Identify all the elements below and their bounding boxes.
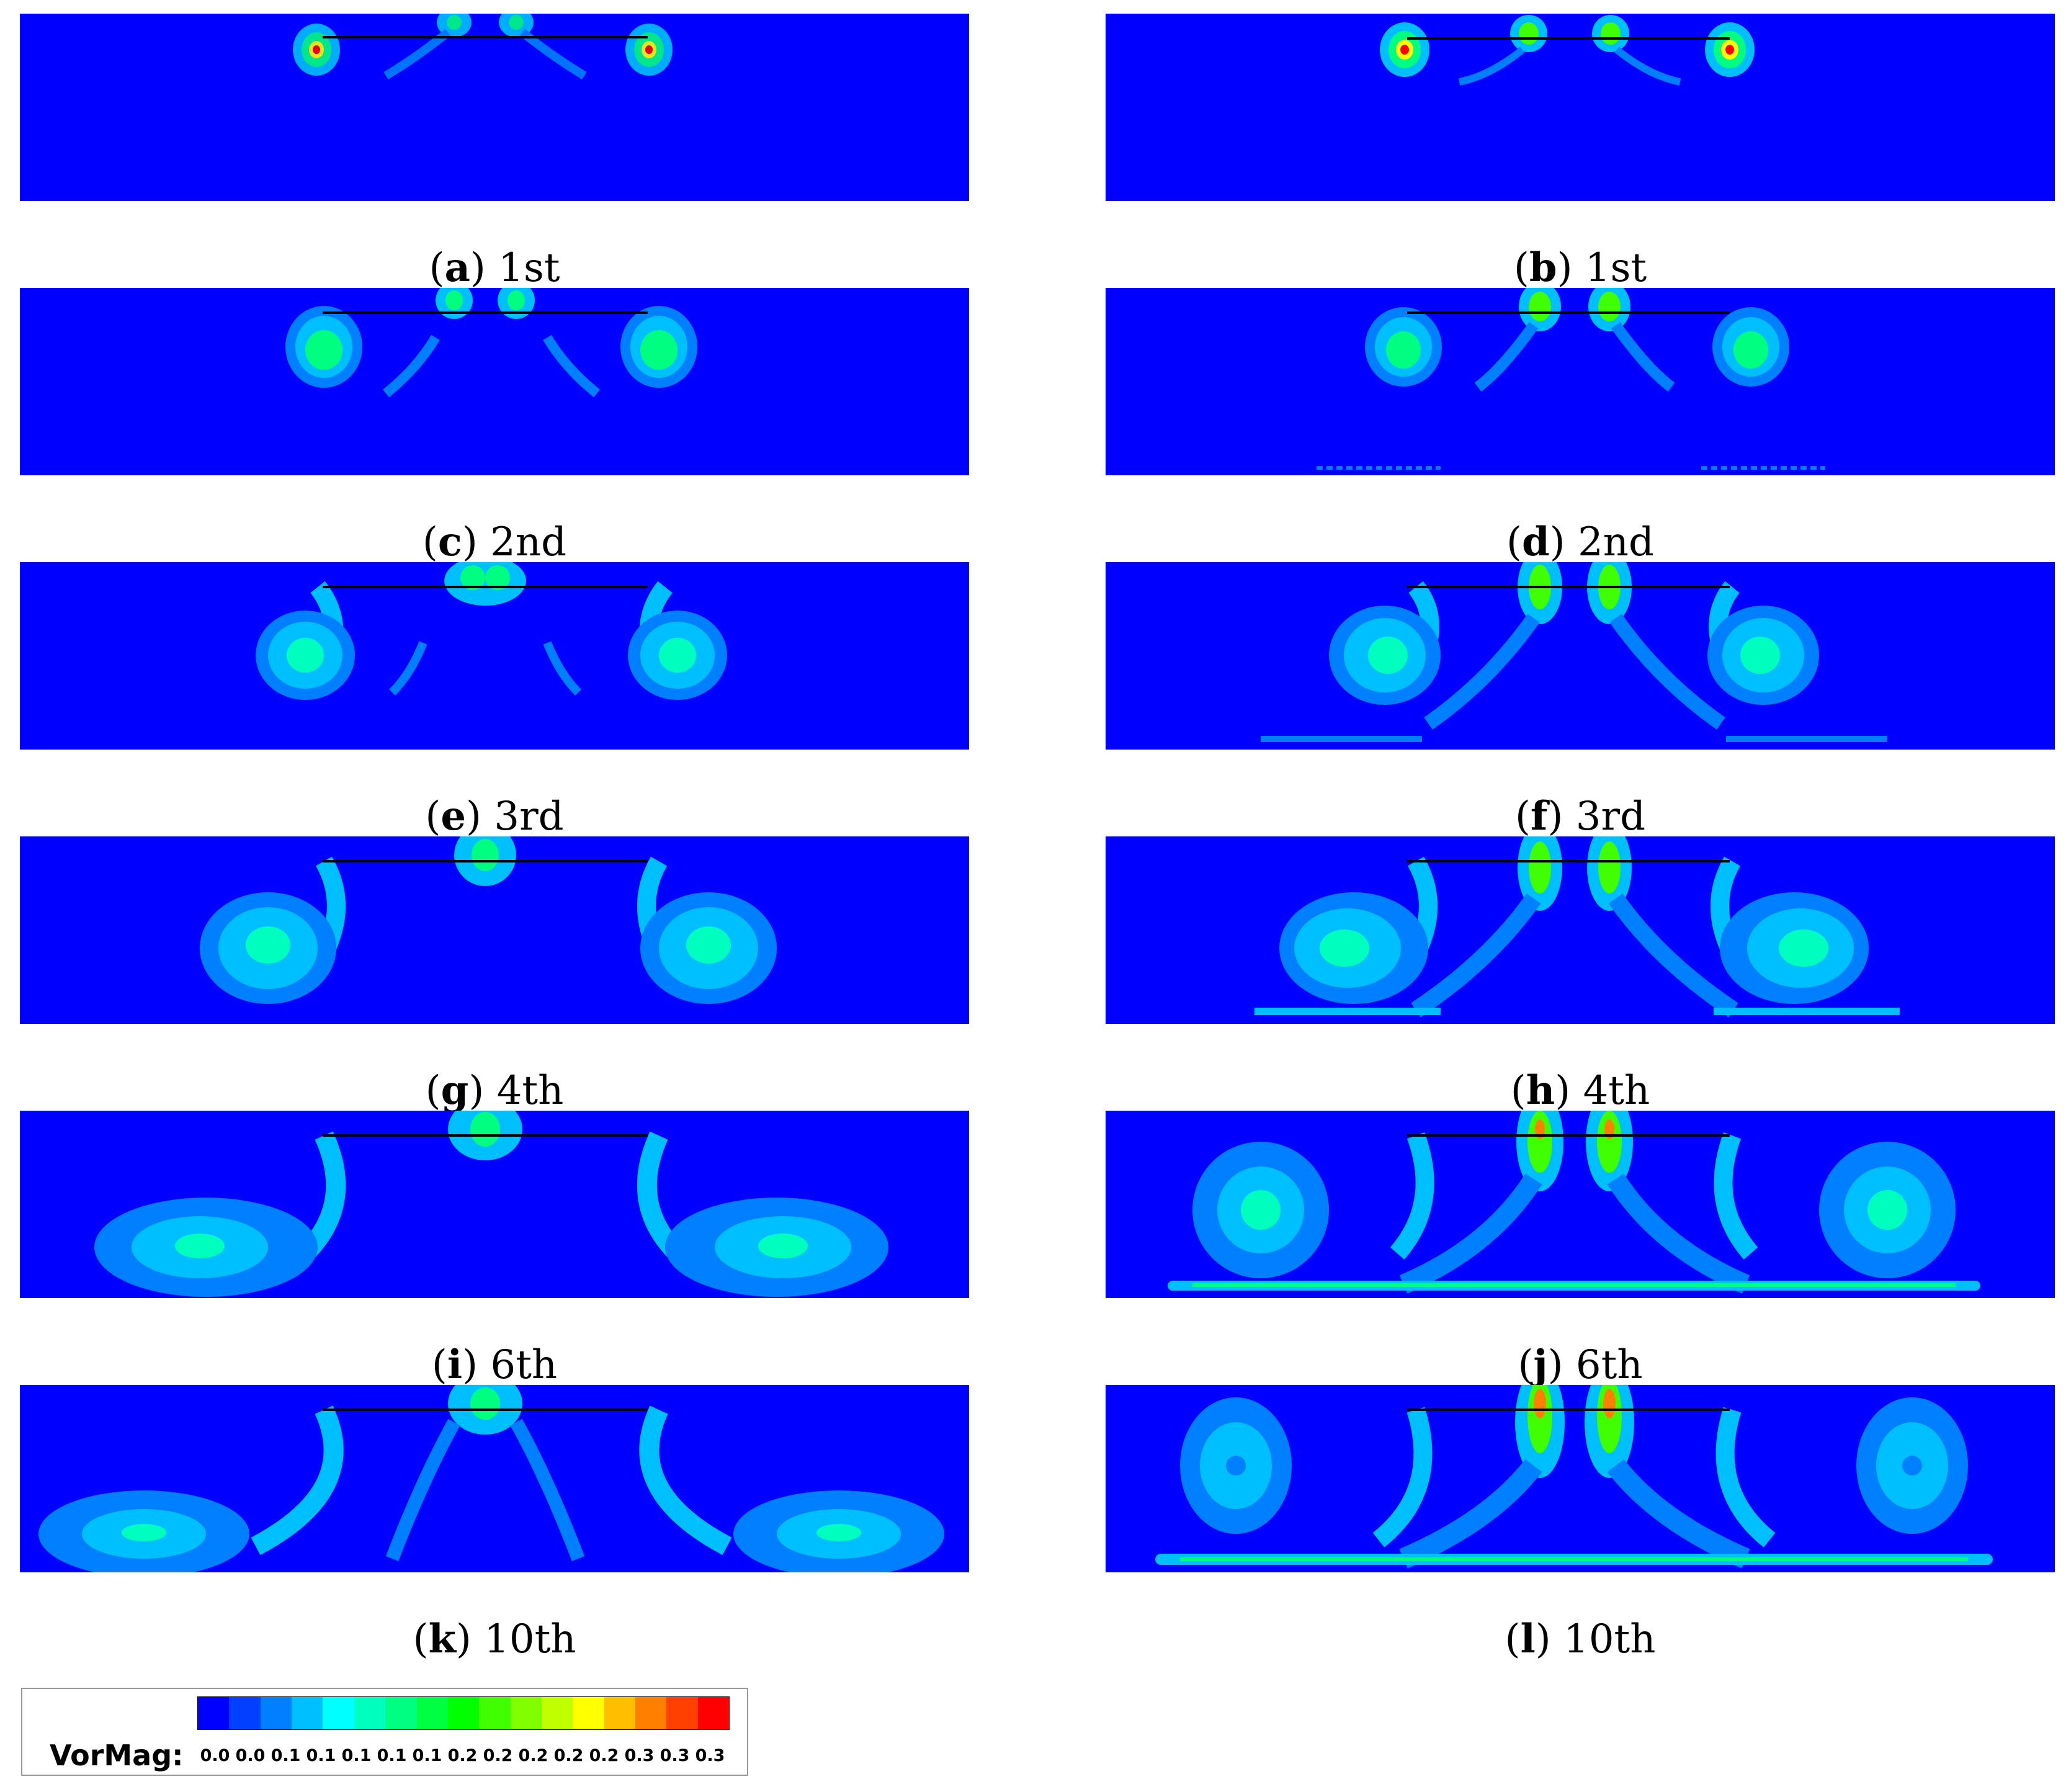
contour-panel-i: [20, 1111, 969, 1298]
caption-a: (a) 1st: [429, 244, 560, 291]
contour-panel-l: [1106, 1385, 2055, 1572]
colorbar-swatch: [385, 1697, 417, 1729]
colorbar-tick-label: 0.1: [412, 1746, 442, 1765]
colorbar-swatch: [229, 1697, 261, 1729]
colorbar-tick-label: 0.3: [624, 1746, 655, 1765]
contour-panel-g: [20, 836, 969, 1024]
colorbar-ticks: 0.0 0.0 0.1 0.1 0.1 0.1 0.1 0.2 0.2 0.2 0.2 0.2 0.3 0…: [197, 1746, 743, 1765]
colorbar-swatch: [541, 1697, 573, 1729]
colorbar-tick-label: 0.0: [235, 1746, 266, 1765]
colorbar-swatch: [697, 1697, 730, 1729]
colorbar-swatch: [447, 1697, 480, 1729]
colorbar-swatch: [635, 1697, 667, 1729]
colorbar-tick-label: 0.1: [271, 1746, 301, 1765]
colorbar-swatch: [666, 1697, 698, 1729]
colorbar-swatch: [354, 1697, 386, 1729]
caption-j: (j) 6th: [1518, 1342, 1643, 1388]
colorbar-legend: VorMag: 0.0 0.0 0.1 0.1 0.1 0.1 0.1 0.2 0.2 0.2 0.…: [21, 1688, 748, 1776]
caption-k: (k) 10th: [413, 1616, 576, 1662]
caption-c: (c) 2nd: [422, 519, 567, 565]
caption-b: (b) 1st: [1513, 244, 1647, 291]
colorbar-swatch: [573, 1697, 604, 1729]
contour-panel-a: [20, 14, 969, 201]
colorbar-tick-label: 0.3: [660, 1746, 690, 1765]
colorbar-tick-label: 0.3: [695, 1746, 725, 1765]
colorbar-tick-label: 0.1: [306, 1746, 336, 1765]
colorbar-tick-label: 0.2: [483, 1746, 513, 1765]
colorbar-tick-label: 0.2: [589, 1746, 619, 1765]
colorbar-tick-label: 0.1: [377, 1746, 407, 1765]
colorbar-swatch: [604, 1697, 636, 1729]
contour-panel-e: [20, 562, 969, 750]
caption-i: (i) 6th: [431, 1342, 558, 1388]
colorbar-title: VorMag:: [50, 1739, 184, 1772]
colorbar-tick-label: 0.1: [341, 1746, 372, 1765]
caption-e: (e) 3rd: [425, 793, 564, 840]
contour-panel-h: [1106, 836, 2055, 1024]
colorbar-tick-label: 0.2: [447, 1746, 478, 1765]
colorbar-swatch: [198, 1697, 230, 1729]
colorbar-swatch: [323, 1697, 354, 1729]
colorbar-tick-label: 0.2: [518, 1746, 548, 1765]
contour-panel-b: [1106, 14, 2055, 201]
colorbar-tick-label: 0.0: [200, 1746, 230, 1765]
caption-f: (f) 3rd: [1514, 793, 1646, 840]
contour-panel-c: [20, 288, 969, 475]
contour-panel-f: [1106, 562, 2055, 750]
colorbar-swatches: [197, 1696, 730, 1730]
colorbar-swatch: [292, 1697, 323, 1729]
colorbar-tick-label: 0.2: [553, 1746, 584, 1765]
caption-d: (d) 2nd: [1506, 519, 1654, 565]
caption-g: (g) 4th: [425, 1067, 564, 1114]
caption-h: (h) 4th: [1510, 1067, 1650, 1114]
colorbar-swatch: [416, 1697, 448, 1729]
contour-panel-d: [1106, 288, 2055, 475]
contour-panel-k: [20, 1385, 969, 1572]
caption-l: (l) 10th: [1505, 1616, 1656, 1662]
contour-panel-j: [1106, 1111, 2055, 1298]
colorbar-swatch: [260, 1697, 292, 1729]
colorbar-swatch: [479, 1697, 511, 1729]
colorbar-swatch: [510, 1697, 542, 1729]
